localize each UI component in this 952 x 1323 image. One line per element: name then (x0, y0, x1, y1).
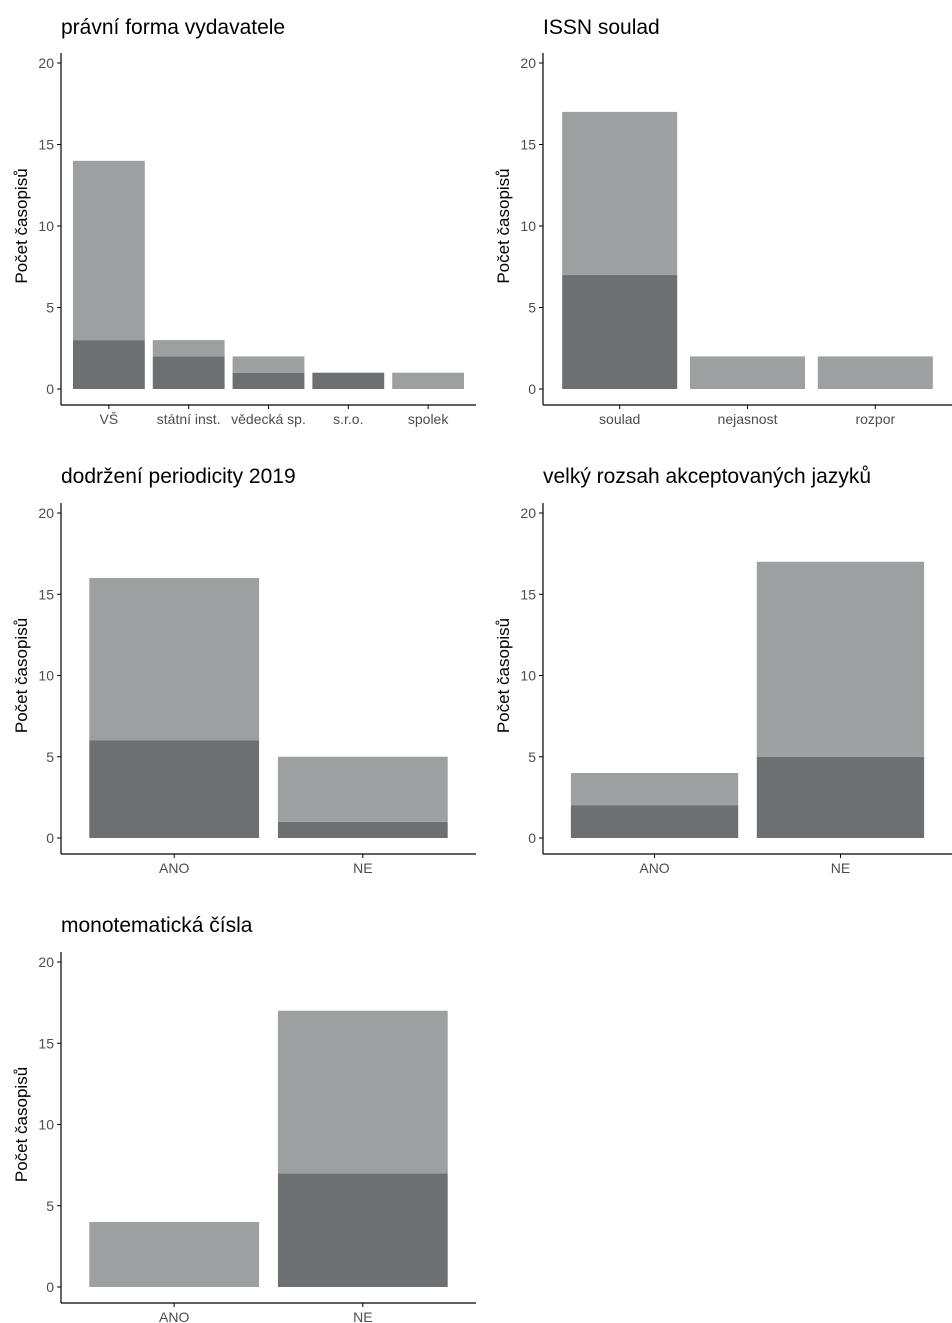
y-tick-label: 15 (520, 137, 536, 153)
x-tick-label: spolek (408, 411, 449, 427)
x-tick-label: vědecká sp. (231, 411, 306, 427)
y-tick-label: 20 (520, 55, 536, 71)
y-tick-label: 10 (520, 218, 536, 234)
x-tick-label: NE (353, 1309, 372, 1323)
y-tick-label: 15 (520, 586, 536, 602)
chart-panel-1: právní forma vydavatele Počet časopisů VŠ s… (12, 16, 476, 427)
bar-light (233, 356, 305, 372)
bar-dark (562, 275, 677, 389)
bar-dark (89, 741, 259, 839)
chart-title: dodržení periodicity 2019 (61, 465, 296, 488)
y-tick-label: 0 (528, 381, 536, 397)
y-tick-label: 20 (520, 505, 536, 521)
bar-dark (73, 340, 145, 389)
y-tick-label: 5 (46, 300, 54, 316)
y-tick-label: 5 (528, 749, 536, 765)
bar-light (153, 340, 225, 356)
chart-panel-2: ISSN soulad Počet časopisů soulad nejasnost… (494, 16, 952, 427)
x-tick-label: nejasnost (718, 411, 778, 427)
bar-light (278, 757, 448, 822)
y-tick-label: 0 (528, 830, 536, 846)
y-axis-label: Počet časopisů (12, 168, 31, 283)
y-tick-label: 0 (46, 1279, 54, 1295)
y-tick-label: 0 (46, 381, 54, 397)
bar-light (818, 356, 933, 389)
bar-dark (757, 757, 924, 838)
bar-dark (312, 373, 384, 389)
bar-dark (278, 1173, 448, 1287)
bar-light (571, 773, 738, 806)
y-axis-label: Počet časopisů (12, 1067, 31, 1182)
bar-dark (571, 806, 738, 839)
bar-light (73, 161, 145, 340)
y-tick-label: 15 (38, 586, 54, 602)
y-tick-label: 5 (528, 300, 536, 316)
x-tick-label: ANO (159, 1309, 189, 1323)
y-tick-label: 10 (38, 668, 54, 684)
chart-panel-3: dodržení periodicity 2019 Počet časopisů A… (12, 465, 476, 876)
y-tick-label: 20 (38, 954, 54, 970)
y-tick-label: 5 (46, 749, 54, 765)
chart-title: právní forma vydavatele (61, 16, 285, 39)
bar-light (562, 112, 677, 275)
bar-light (278, 1011, 448, 1174)
chart-title: monotematická čísla (61, 914, 253, 937)
bar-light (89, 1222, 259, 1287)
y-tick-label: 0 (46, 830, 54, 846)
y-axis-label: Počet časopisů (12, 618, 31, 733)
x-tick-label: s.r.o. (333, 411, 363, 427)
y-axis-label: Počet časopisů (494, 168, 513, 283)
chart-title: ISSN soulad (543, 16, 660, 39)
y-tick-label: 15 (38, 1035, 54, 1051)
y-tick-label: 10 (520, 668, 536, 684)
x-tick-label: státní inst. (157, 411, 221, 427)
chart-panel-4: velký rozsah akceptovaných jazyků Počet č… (494, 465, 952, 876)
bar-dark (153, 356, 225, 389)
y-tick-label: 15 (38, 137, 54, 153)
bar-dark (278, 822, 448, 838)
x-tick-label: VŠ (100, 411, 119, 427)
x-tick-label: NE (353, 860, 372, 876)
chart-title: velký rozsah akceptovaných jazyků (543, 465, 871, 488)
x-tick-label: soulad (599, 411, 640, 427)
bar-light (392, 373, 464, 389)
y-tick-label: 5 (46, 1198, 54, 1214)
x-tick-label: ANO (639, 860, 669, 876)
x-tick-label: ANO (159, 860, 189, 876)
bar-light (89, 578, 259, 741)
y-axis-label: Počet časopisů (494, 618, 513, 733)
bar-dark (233, 373, 305, 389)
x-tick-label: rozpor (855, 411, 895, 427)
y-tick-label: 20 (38, 55, 54, 71)
bar-light (690, 356, 805, 389)
chart-panel-5: monotematická čísla Počet časopisů ANO NE 0 5… (12, 914, 476, 1323)
bar-light (757, 562, 924, 757)
y-tick-label: 10 (38, 218, 54, 234)
x-tick-label: NE (831, 860, 850, 876)
y-tick-label: 10 (38, 1117, 54, 1133)
y-tick-label: 20 (38, 505, 54, 521)
